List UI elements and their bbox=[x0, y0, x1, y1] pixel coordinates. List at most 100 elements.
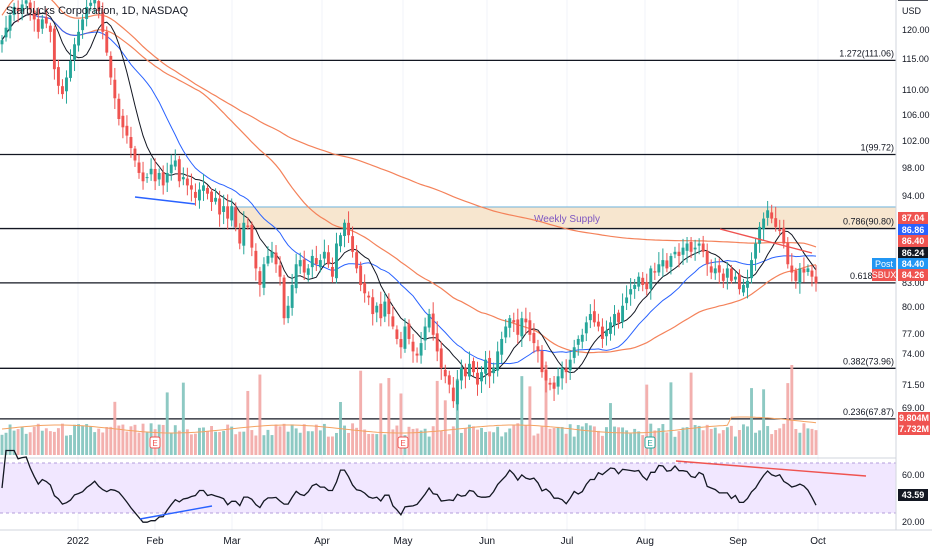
candle-body bbox=[737, 274, 741, 290]
candle-body bbox=[814, 276, 818, 284]
x-tick-9: Oct bbox=[810, 536, 826, 547]
candle-body bbox=[326, 252, 330, 265]
volume-bar bbox=[492, 432, 496, 455]
supply-zone-label: Weekly Supply bbox=[534, 214, 600, 225]
volume-bar bbox=[129, 426, 133, 455]
earnings-marker[interactable] bbox=[397, 436, 409, 449]
candle-body bbox=[439, 348, 443, 368]
volume-bar bbox=[447, 434, 451, 455]
candle-body bbox=[661, 260, 665, 267]
candle-body bbox=[588, 314, 592, 321]
candle-body bbox=[463, 368, 467, 377]
candle-body bbox=[407, 323, 411, 339]
volume-bar bbox=[621, 427, 625, 455]
ma-50-line bbox=[1, 13, 817, 354]
candle-body bbox=[189, 185, 193, 190]
volume-bar bbox=[766, 426, 770, 455]
earnings-marker[interactable] bbox=[149, 436, 161, 449]
price-tick-14: 69.00 bbox=[902, 403, 925, 413]
volume-bar bbox=[89, 426, 93, 455]
volume-bar bbox=[97, 428, 101, 455]
candle-body bbox=[693, 247, 697, 250]
volume-bar bbox=[4, 432, 8, 455]
volume-bar bbox=[177, 430, 181, 455]
candle-body bbox=[44, 17, 48, 24]
rsi-value: 43.59 bbox=[902, 490, 925, 500]
candle-body bbox=[97, 1, 101, 12]
candle-body bbox=[121, 115, 125, 128]
volume-bar bbox=[161, 424, 165, 455]
earnings-marker[interactable] bbox=[644, 436, 656, 449]
candle-body bbox=[621, 305, 625, 323]
candle-body bbox=[169, 164, 173, 174]
volume-bar bbox=[93, 432, 97, 455]
level-label-1: 1.272(111.06) bbox=[839, 48, 894, 58]
candle-body bbox=[286, 305, 290, 319]
candle-body bbox=[165, 172, 169, 183]
volume-bar bbox=[8, 424, 12, 455]
volume-bar bbox=[254, 435, 258, 455]
volume-bar bbox=[185, 429, 189, 455]
volume-bar bbox=[455, 378, 459, 455]
ma-200-line bbox=[1, 0, 817, 248]
chart-title: Starbucks Corporation, 1D, NASDAQ bbox=[6, 5, 189, 17]
candle-body bbox=[459, 368, 463, 381]
volume-bar bbox=[516, 423, 520, 455]
volume-bar bbox=[629, 433, 633, 455]
volume-bar bbox=[419, 430, 423, 455]
price-tag-0: 87.04 bbox=[902, 213, 925, 223]
volume-bar bbox=[266, 429, 270, 455]
volume-bar bbox=[758, 430, 762, 455]
volume-bar bbox=[48, 431, 52, 455]
level-tag-bg bbox=[898, 0, 928, 1]
moving-averages bbox=[1, 0, 817, 380]
candle-body bbox=[40, 19, 44, 29]
candle-body bbox=[770, 212, 774, 219]
price-tag-label-bg bbox=[872, 258, 896, 270]
candle-body bbox=[238, 229, 242, 244]
volume-bar bbox=[250, 430, 254, 455]
candle-body bbox=[790, 265, 794, 273]
volume-bar bbox=[169, 432, 173, 455]
candle-body bbox=[8, 15, 12, 31]
candle-body bbox=[552, 382, 556, 389]
volume-bar bbox=[600, 435, 604, 455]
volume-bar bbox=[480, 427, 483, 455]
volume-bar bbox=[359, 370, 363, 455]
candle-body bbox=[427, 314, 431, 328]
candle-body bbox=[214, 197, 218, 202]
candle-body bbox=[93, 0, 97, 4]
volume-bar bbox=[379, 383, 383, 455]
candle-body bbox=[447, 375, 451, 385]
candle-body bbox=[782, 227, 786, 244]
volume-bar bbox=[609, 403, 612, 455]
price-tick-10: 80.00 bbox=[902, 302, 925, 312]
ma-20-line bbox=[1, 13, 817, 365]
volume-bar bbox=[355, 427, 359, 455]
volume-bar bbox=[56, 428, 60, 455]
candle-body bbox=[250, 224, 254, 248]
volume-bar bbox=[814, 430, 818, 455]
candle-body bbox=[77, 31, 81, 46]
candle-body bbox=[193, 191, 197, 198]
volume-bar bbox=[641, 435, 645, 455]
volume-bar bbox=[270, 435, 274, 455]
volume-bar bbox=[536, 433, 540, 455]
candle-body bbox=[613, 314, 616, 326]
candle-body bbox=[371, 297, 375, 315]
volume-bar bbox=[363, 429, 367, 455]
volume-bar bbox=[165, 392, 169, 455]
candle-body bbox=[746, 280, 749, 288]
candle-body bbox=[85, 6, 89, 20]
price-tag-bg bbox=[898, 224, 928, 236]
candle-body bbox=[488, 357, 492, 377]
volume-tag-bg bbox=[898, 423, 930, 435]
candle-body bbox=[455, 380, 459, 405]
volume-bar bbox=[109, 426, 113, 455]
volume-bar bbox=[121, 424, 125, 455]
candle-body bbox=[472, 361, 475, 373]
candle-body bbox=[141, 172, 145, 182]
volume-bar bbox=[633, 428, 637, 455]
candle-body bbox=[758, 226, 762, 244]
